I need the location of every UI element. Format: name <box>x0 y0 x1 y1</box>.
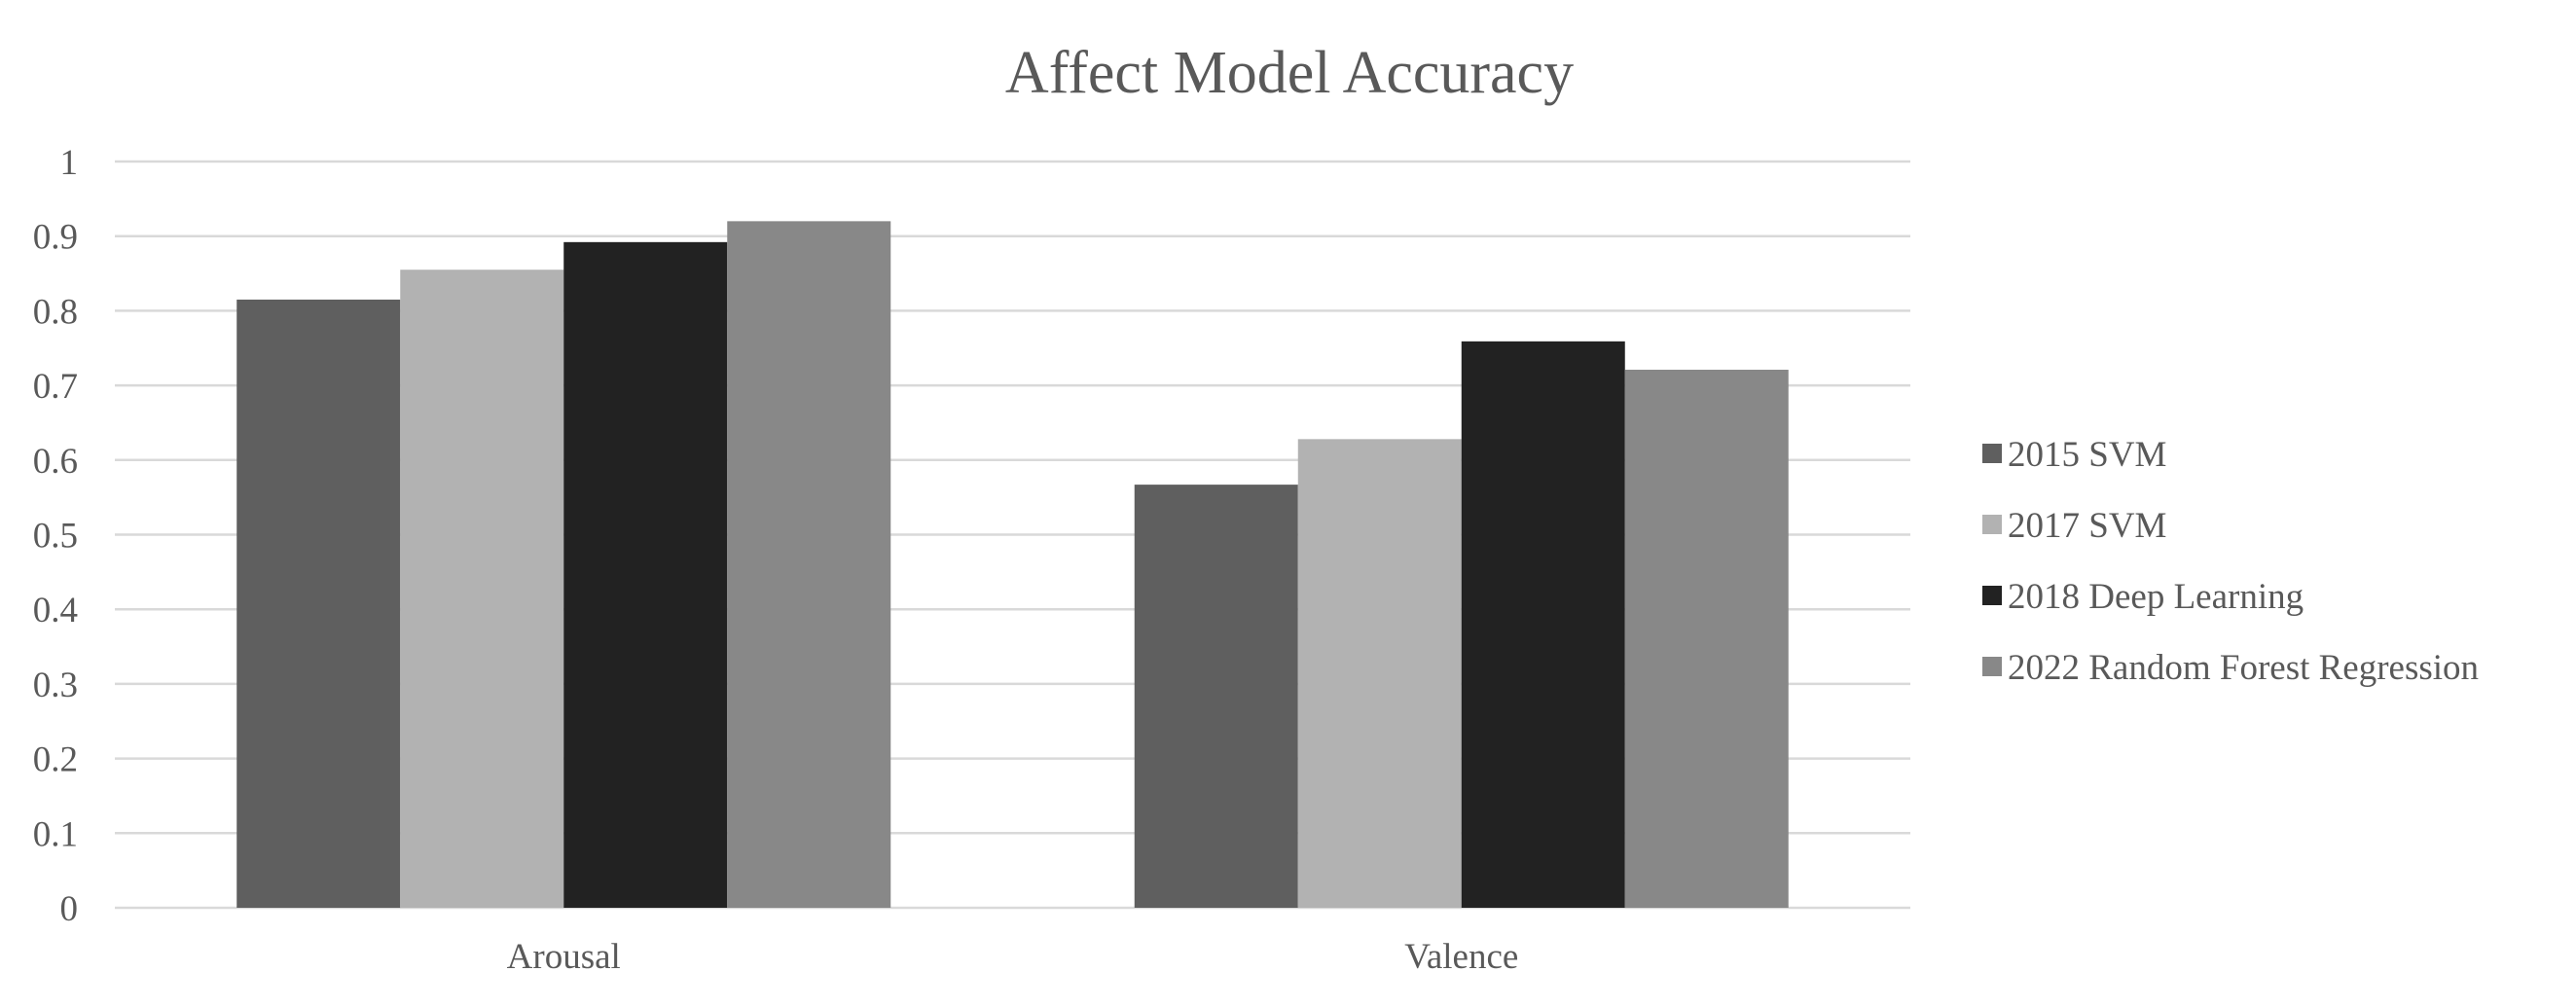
bar <box>727 221 891 909</box>
y-tick-label: 0.4 <box>33 591 78 630</box>
y-axis-ticks: 0 0.1 0.2 0.3 0.4 0.5 0.6 0.7 0.8 0.9 1 <box>33 143 78 929</box>
y-tick-label: 0.1 <box>33 814 78 854</box>
y-tick-label: 0.8 <box>33 292 78 332</box>
legend-label: 2018 Deep Learning <box>2008 577 2304 617</box>
bar <box>236 299 401 908</box>
bars <box>236 221 1789 909</box>
legend: 2015 SVM 2017 SVM 2018 Deep Learning 2022 R… <box>1982 435 2479 688</box>
legend-swatch <box>1982 444 2002 463</box>
legend-swatch <box>1982 657 2002 676</box>
bar <box>563 241 728 908</box>
y-tick-label: 0.2 <box>33 740 78 780</box>
legend-label: 2022 Random Forest Regression <box>2008 648 2479 688</box>
x-axis-categories: Arousal Valence <box>507 937 1519 977</box>
y-tick-label: 0.9 <box>33 218 78 258</box>
legend-label: 2015 SVM <box>2008 435 2166 475</box>
legend-label: 2017 SVM <box>2008 506 2166 546</box>
legend-swatch <box>1982 586 2002 605</box>
y-tick-label: 0.3 <box>33 666 78 705</box>
y-tick-label: 0.5 <box>33 517 78 557</box>
y-tick-label: 1 <box>60 143 79 183</box>
y-tick-label: 0.6 <box>33 442 78 482</box>
x-category-label: Valence <box>1404 937 1518 977</box>
bar <box>400 270 564 909</box>
x-category-label: Arousal <box>507 937 621 977</box>
bar <box>1134 485 1298 908</box>
y-tick-label: 0.7 <box>33 367 78 407</box>
chart-title: Affect Model Accuracy <box>1005 40 1574 106</box>
bar <box>1297 439 1462 908</box>
bar <box>1624 369 1789 908</box>
legend-swatch <box>1982 515 2002 534</box>
bar <box>1461 341 1625 908</box>
y-tick-label: 0 <box>60 889 79 929</box>
